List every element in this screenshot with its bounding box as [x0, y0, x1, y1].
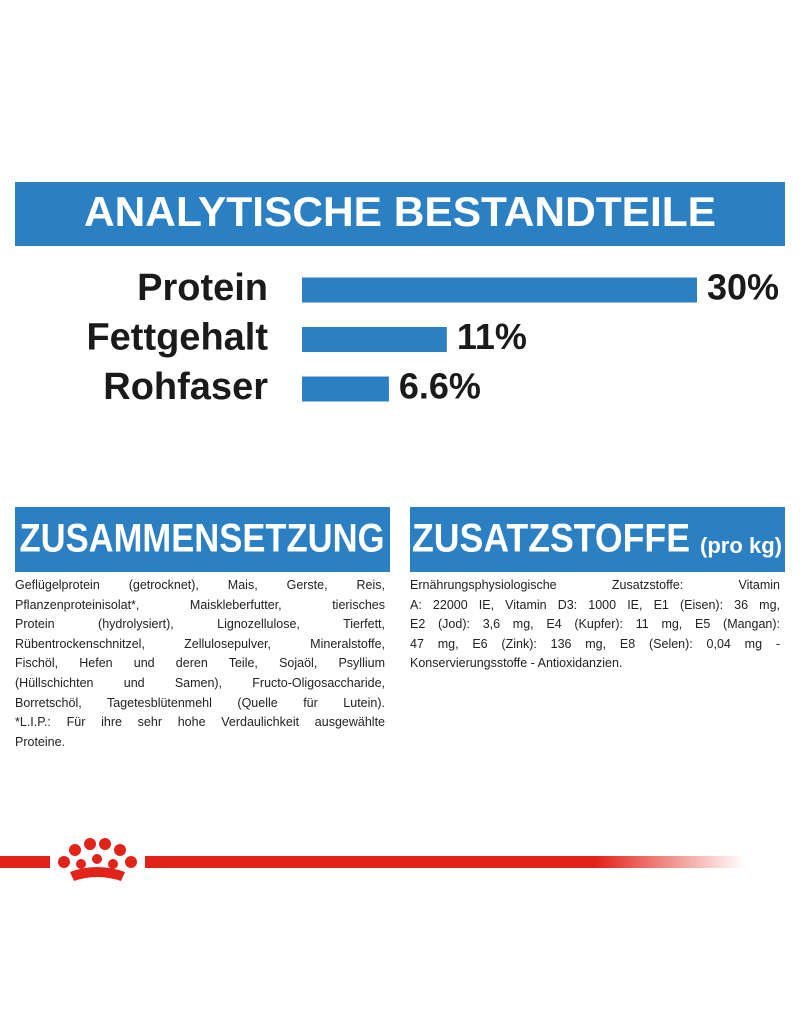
- text-line: Ernährungsphysiologische Zusatzstoffe: V…: [410, 578, 780, 592]
- bar: [302, 376, 389, 402]
- chart-title: ANALYTISCHE BESTANDTEILE: [84, 188, 716, 235]
- text-line: E2 (Jod): 3,6 mg, E4 (Kupfer): 11 mg, E5…: [410, 617, 780, 632]
- text-line: Protein (hydrolysiert), Lignozellulose, …: [15, 617, 385, 632]
- text-line: (Hüllschichten und Samen), Fructo-Oligos…: [15, 675, 385, 690]
- composition-header: [15, 507, 390, 572]
- composition-text: Geflügelprotein (getrocknet), Mais, Gers…: [15, 576, 385, 752]
- brand-line: [0, 856, 50, 868]
- value-label: 30%: [707, 267, 779, 308]
- additives-subtitle: (pro kg): [700, 533, 782, 558]
- brand-line: [145, 856, 745, 868]
- text-line: *L.I.P.: Für ihre sehr hohe Verdaulichke…: [15, 715, 385, 730]
- value-label: 6.6%: [399, 366, 481, 407]
- value-label: 11%: [457, 316, 527, 357]
- title-banner: [15, 182, 785, 246]
- additives-text: Ernährungsphysiologische Zusatzstoffe: V…: [410, 576, 780, 674]
- text-line: A: 22000 IE, Vitamin D3: 1000 IE, E1 (Ei…: [410, 597, 780, 612]
- composition-title: ZUSAMMENSETZUNG: [20, 517, 385, 561]
- text-line: Pflanzenproteinisolat*, Maiskleberfutter…: [15, 597, 385, 612]
- category-label: Rohfaser: [103, 366, 268, 408]
- text-line: Fischöl, Hefen und deren Teile, Sojaöl, …: [15, 656, 385, 671]
- text-line: Rübentrockenschnitzel, Zellulosepulver, …: [15, 636, 385, 651]
- category-label: Protein: [137, 267, 268, 309]
- text-line: Borretschöl, Tagetesblütenmehl (Quelle f…: [15, 695, 385, 710]
- bar: [302, 277, 697, 303]
- category-label: Fettgehalt: [86, 317, 268, 359]
- text-line: Proteine.: [15, 734, 66, 749]
- additives-title: ZUSATZSTOFFE: [412, 517, 690, 561]
- brand-crown: [58, 838, 137, 881]
- bar: [302, 327, 447, 352]
- text-line: 47 mg, E6 (Zink): 136 mg, E8 (Selen): 0,…: [410, 636, 780, 651]
- additives-header: [410, 507, 785, 572]
- bar-chart: Protein 30% Fettgehalt 11% Rohfaser 6.6%: [86, 267, 779, 409]
- text-line: Konservierungsstoffe - Antioxidanzien.: [410, 656, 623, 671]
- text-line: Geflügelprotein (getrocknet), Mais, Gers…: [15, 578, 385, 592]
